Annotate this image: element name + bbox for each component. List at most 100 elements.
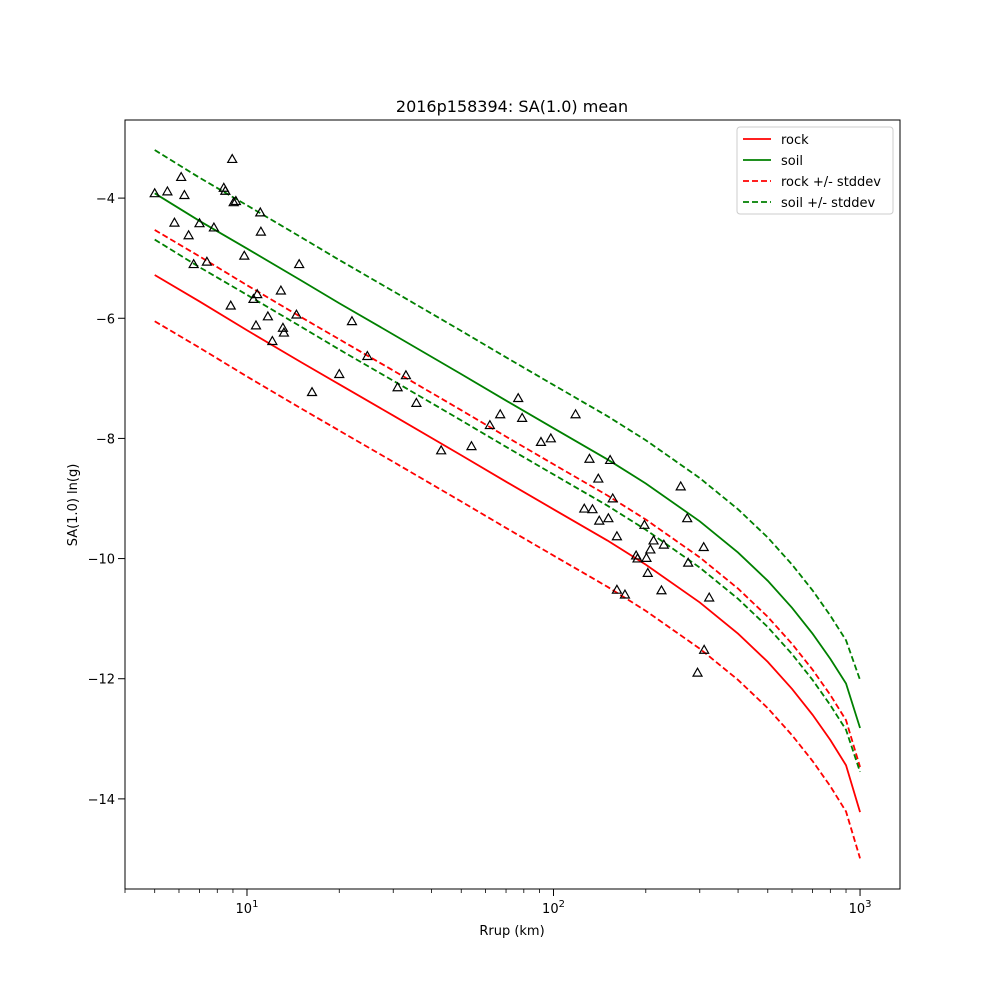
- observation-point-21: [255, 226, 267, 236]
- observation-point-48: [592, 472, 604, 483]
- observation-point-22: [262, 310, 274, 321]
- observation-point-9: [208, 221, 220, 232]
- observation-point-54: [611, 584, 623, 594]
- observation-point-26: [278, 326, 290, 337]
- legend-label-3: soil +/- stddev: [781, 196, 876, 211]
- observation-point-1: [161, 185, 173, 196]
- observation-point-65: [675, 480, 687, 491]
- observation-point-71: [703, 591, 715, 602]
- observation-point-33: [392, 381, 404, 392]
- observation-point-62: [648, 534, 660, 545]
- observation-point-37: [465, 440, 478, 451]
- series-line-3: [154, 320, 861, 859]
- observation-point-47: [586, 503, 599, 514]
- observation-point-36: [435, 444, 447, 455]
- observation-point-69: [698, 541, 710, 552]
- plot-area: [124, 119, 901, 890]
- y-tick-label-1: −12: [88, 673, 115, 688]
- observation-point-3: [175, 171, 187, 182]
- observation-point-15: [226, 153, 238, 164]
- observation-point-24: [275, 284, 287, 295]
- series-line-0: [154, 274, 861, 813]
- y-tick-label-0: −14: [88, 793, 115, 808]
- x-tick-label-1: 102: [542, 899, 565, 917]
- observation-point-27: [290, 308, 302, 319]
- observation-point-55: [619, 588, 631, 599]
- observation-point-68: [691, 667, 704, 677]
- observation-point-60: [642, 567, 654, 577]
- observation-point-32: [361, 350, 373, 361]
- legend-label-1: soil: [781, 154, 803, 169]
- observation-point-34: [400, 369, 412, 380]
- observation-point-46: [583, 453, 595, 463]
- observation-point-50: [602, 512, 614, 523]
- observation-point-7: [193, 217, 206, 228]
- observation-point-43: [545, 432, 557, 443]
- x-tick-label-0: 101: [236, 899, 259, 917]
- legend-label-0: rock: [781, 133, 809, 148]
- observation-point-29: [306, 386, 318, 397]
- chart-title: 2016p158394: SA(1.0) mean: [396, 97, 628, 116]
- plot-frame: [124, 119, 901, 890]
- x-axis-label: Rrup (km): [479, 924, 544, 939]
- observation-point-30: [333, 368, 345, 379]
- observation-point-57: [632, 552, 644, 563]
- observation-point-11: [219, 185, 231, 195]
- observation-point-12: [225, 299, 237, 310]
- observation-point-44: [570, 408, 582, 419]
- observation-point-67: [682, 557, 694, 567]
- observation-point-41: [516, 412, 528, 422]
- y-tick-label-2: −10: [88, 553, 115, 568]
- observation-point-6: [188, 258, 200, 269]
- observation-point-66: [681, 512, 693, 523]
- observation-point-23: [266, 335, 278, 346]
- legend-frame: [736, 126, 894, 215]
- y-tick-label-3: −8: [96, 432, 115, 447]
- observation-point-4: [178, 189, 190, 200]
- y-tick-label-4: −6: [96, 312, 115, 327]
- observation-point-49: [593, 515, 605, 525]
- observation-point-25: [277, 322, 289, 332]
- series-line-5: [154, 238, 861, 773]
- observation-markers: [149, 153, 715, 677]
- observation-point-53: [611, 530, 623, 541]
- observation-point-38: [484, 419, 496, 430]
- x-tick-label-2: 103: [849, 899, 872, 917]
- observation-point-5: [183, 229, 195, 240]
- observation-point-52: [607, 492, 619, 503]
- observation-point-0: [149, 187, 161, 198]
- observation-point-35: [410, 397, 422, 407]
- observation-point-63: [655, 584, 668, 595]
- observation-point-45: [578, 502, 590, 513]
- observation-point-14: [230, 195, 242, 206]
- observation-point-51: [604, 454, 616, 465]
- y-axis: −14 −12 −10 −8 −6 −4: [88, 192, 125, 808]
- observation-point-39: [494, 408, 506, 419]
- observation-point-31: [346, 315, 358, 326]
- observation-point-17: [247, 293, 260, 304]
- x-axis: 101 102 103: [124, 889, 872, 917]
- observation-point-42: [535, 436, 547, 446]
- series-line-2: [154, 229, 861, 768]
- y-tick-label-5: −4: [96, 192, 115, 207]
- observation-point-61: [644, 543, 656, 554]
- legend: rock soil rock +/- stddev soil +/- stddev: [736, 126, 894, 215]
- y-axis-label: SA(1.0) ln(g): [66, 464, 81, 547]
- observation-point-58: [638, 519, 650, 529]
- observation-point-64: [658, 539, 670, 549]
- observation-point-59: [640, 552, 652, 562]
- observation-point-19: [250, 319, 262, 330]
- observation-point-8: [201, 256, 213, 266]
- observation-point-16: [238, 250, 250, 260]
- observation-point-13: [228, 196, 240, 207]
- observation-point-28: [293, 258, 305, 269]
- series-line-4: [154, 149, 861, 681]
- observation-point-70: [698, 644, 710, 654]
- observation-point-2: [168, 217, 180, 227]
- legend-label-2: rock +/- stddev: [781, 175, 881, 190]
- observation-point-18: [251, 288, 263, 299]
- observation-point-40: [512, 392, 524, 403]
- observation-point-20: [254, 206, 266, 217]
